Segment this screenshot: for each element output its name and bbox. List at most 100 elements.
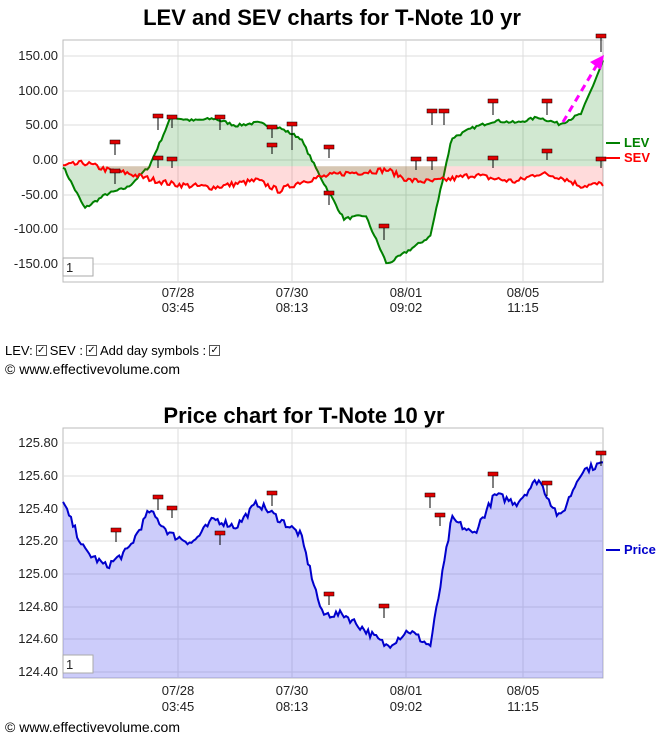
- day-marker: [541, 148, 553, 154]
- day-marker: [323, 144, 335, 150]
- day-marker: [109, 139, 121, 145]
- price-x-tick-date: 08/05: [507, 683, 540, 698]
- lev-x-tick-date: 08/05: [507, 285, 540, 300]
- lev-toggle-label: LEV:: [5, 343, 33, 358]
- day-marker: [266, 124, 278, 130]
- day-marker: [434, 512, 446, 518]
- day-marker: [166, 114, 178, 120]
- price-y-tick: 125.60: [18, 468, 58, 483]
- price-legend: Price: [606, 542, 656, 557]
- lev-gridlines: [63, 40, 603, 282]
- day-marker: [438, 108, 450, 114]
- price-plot-area: [62, 427, 604, 679]
- day-symbols-checkbox[interactable]: ✓: [209, 344, 221, 356]
- price-chart-title: Price chart for T-Note 10 yr: [163, 403, 445, 428]
- price-x-tick-time: 08:13: [276, 699, 309, 714]
- lev-x-tick-time: 03:45: [162, 300, 195, 315]
- day-marker: [424, 492, 436, 498]
- price-day-markers: [110, 450, 607, 618]
- price-y-axis: 125.80 125.60 125.40 125.20 125.00 124.8…: [18, 435, 58, 679]
- series-area-lev: [63, 60, 603, 264]
- lev-legend: LEV SEV: [606, 135, 650, 165]
- day-marker: [109, 168, 121, 174]
- day-marker: [323, 591, 335, 597]
- day-marker: [152, 155, 164, 161]
- day-marker: [541, 98, 553, 104]
- lev-y-tick: 100.00: [18, 83, 58, 98]
- day-marker: [595, 33, 607, 39]
- day-marker: [426, 108, 438, 114]
- lev-y-tick: 50.00: [25, 117, 58, 132]
- price-x-tick-time: 03:45: [162, 699, 195, 714]
- price-zoom-input[interactable]: [62, 654, 94, 674]
- price-gridlines: [63, 428, 603, 678]
- lev-y-tick: -150.00: [14, 256, 58, 271]
- lev-y-tick: 150.00: [18, 48, 58, 63]
- day-marker: [286, 121, 298, 127]
- day-marker: [214, 114, 226, 120]
- lev-x-axis: 07/28 03:45 07/30 08:13 08/01 09:02 08/0…: [162, 285, 540, 315]
- series-area-sev: [63, 160, 603, 193]
- chart-controls: LEV: ✓ SEV : ✓ Add day symbols : ✓: [5, 343, 221, 358]
- day-marker: [595, 450, 607, 456]
- price-x-tick-time: 09:02: [390, 699, 423, 714]
- lev-chart-title: LEV and SEV charts for T-Note 10 yr: [143, 5, 521, 30]
- price-y-tick: 125.20: [18, 533, 58, 548]
- series-line-sev: [62, 159, 604, 194]
- day-marker: [426, 156, 438, 162]
- copyright-bottom: © www.effectivevolume.com: [5, 719, 181, 735]
- price-zoom-value: 1: [66, 657, 73, 672]
- sev-checkbox[interactable]: ✓: [85, 344, 97, 356]
- lev-zoom-input[interactable]: [62, 257, 94, 277]
- lev-x-tick-time: 11:15: [507, 300, 539, 315]
- day-marker: [266, 142, 278, 148]
- legend-sev: SEV: [624, 150, 650, 165]
- lev-x-tick-time: 09:02: [390, 300, 423, 315]
- day-marker: [595, 156, 607, 162]
- day-marker: [487, 155, 499, 161]
- day-marker: [487, 98, 499, 104]
- day-marker: [410, 156, 422, 162]
- day-marker: [378, 603, 390, 609]
- price-y-tick: 124.60: [18, 631, 58, 646]
- lev-y-tick: 0.00: [33, 152, 58, 167]
- price-x-tick-date: 07/30: [276, 683, 309, 698]
- day-marker: [378, 223, 390, 229]
- price-y-tick: 125.40: [18, 501, 58, 516]
- day-marker: [541, 480, 553, 486]
- day-marker: [323, 190, 335, 196]
- price-x-tick-time: 11:15: [507, 699, 539, 714]
- price-y-tick: 125.80: [18, 435, 58, 450]
- day-marker: [214, 530, 226, 536]
- lev-y-tick: -100.00: [14, 221, 58, 236]
- day-symbols-label: Add day symbols :: [99, 343, 207, 358]
- lev-y-tick: -50.00: [21, 187, 58, 202]
- day-marker: [152, 113, 164, 119]
- lev-plot-area: [62, 39, 604, 283]
- lev-zoom-value: 1: [66, 260, 73, 275]
- day-marker: [266, 490, 278, 496]
- copyright-top: © www.effectivevolume.com: [5, 361, 181, 377]
- day-marker: [166, 156, 178, 162]
- day-marker: [110, 527, 122, 533]
- price-chart: Price chart for T-Note 10 yr 125.80 125.…: [18, 403, 656, 714]
- sev-toggle-label: SEV :: [49, 343, 83, 358]
- day-marker: [166, 505, 178, 511]
- lev-checkbox[interactable]: ✓: [35, 344, 47, 356]
- price-x-tick-date: 08/01: [390, 683, 423, 698]
- price-series-group: [62, 460, 604, 678]
- day-marker: [487, 471, 499, 477]
- legend-lev: LEV: [624, 135, 650, 150]
- price-y-tick: 124.80: [18, 599, 58, 614]
- lev-x-tick-date: 07/30: [276, 285, 309, 300]
- lev-day-markers: [109, 33, 607, 240]
- lev-x-tick-date: 07/28: [162, 285, 195, 300]
- lev-trend-arrow: [561, 55, 604, 123]
- lev-sev-chart: LEV and SEV charts for T-Note 10 yr 150.…: [14, 5, 650, 315]
- day-marker: [152, 494, 164, 500]
- price-y-tick: 124.40: [18, 664, 58, 679]
- lev-x-tick-date: 08/01: [390, 285, 423, 300]
- lev-x-tick-time: 08:13: [276, 300, 309, 315]
- legend-price: Price: [624, 542, 656, 557]
- series-area-price: [63, 462, 603, 678]
